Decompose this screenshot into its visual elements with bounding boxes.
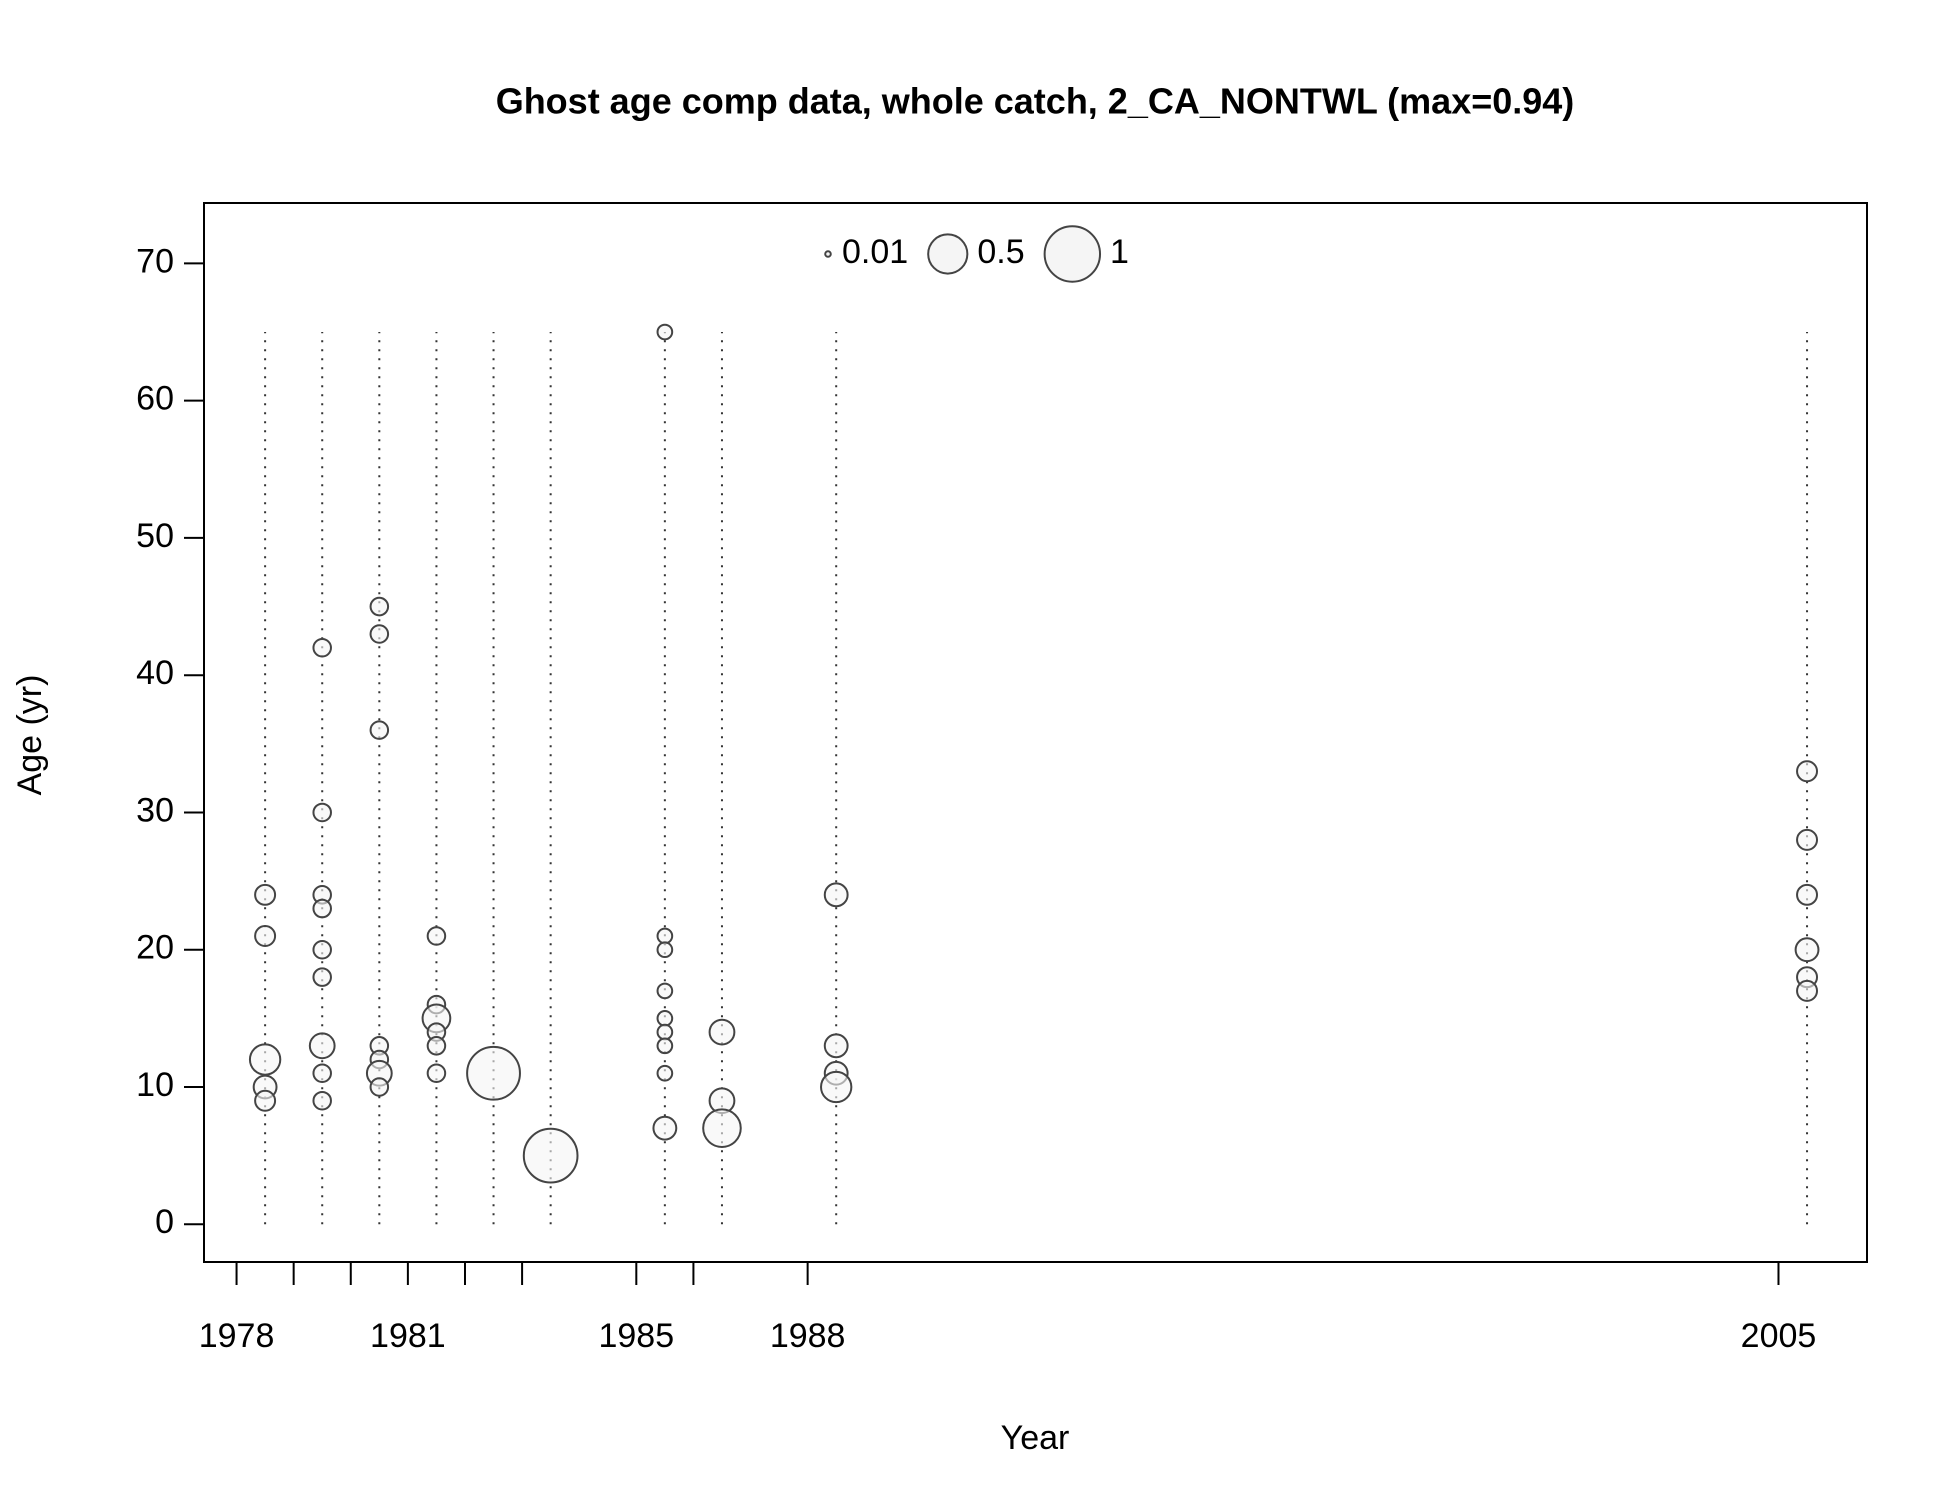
y-tick-label: 50 [136, 517, 174, 555]
legend-label: 1 [1110, 233, 1129, 271]
bubble [426, 1036, 447, 1056]
y-tick-label: 0 [155, 1203, 174, 1241]
chart-title: Ghost age comp data, whole catch, 2_CA_N… [496, 81, 1575, 122]
legend-label: 0.5 [977, 233, 1024, 271]
legend-bubble [927, 233, 969, 275]
bubble [1796, 979, 1819, 1002]
bubble [312, 967, 332, 987]
bubble [312, 1063, 332, 1084]
y-tick-label: 20 [136, 929, 174, 967]
bubble [1796, 760, 1819, 783]
bubble [522, 1127, 579, 1184]
bubble [312, 1090, 332, 1111]
bubble [312, 898, 332, 919]
y-tick-label: 60 [136, 380, 174, 418]
bubble [1796, 828, 1819, 851]
bubble [369, 720, 390, 740]
bubble [656, 1023, 674, 1041]
legend-bubble [1043, 225, 1102, 283]
bubble [1794, 937, 1820, 963]
bubble [254, 925, 277, 947]
bubble [308, 1032, 336, 1060]
bubble [312, 939, 332, 960]
bubble [1796, 883, 1819, 906]
x-tick-label: 2005 [1741, 1317, 1817, 1355]
bubble [656, 982, 674, 1000]
x-tick-label: 1988 [770, 1317, 846, 1355]
bubble [656, 1010, 674, 1027]
legend-label: 0.01 [842, 233, 908, 271]
bubble [254, 883, 277, 906]
legend-bubble [824, 250, 832, 258]
bubble [248, 1043, 282, 1076]
bubble [823, 882, 849, 908]
bubble [426, 1063, 447, 1084]
x-tick-label: 1981 [370, 1317, 446, 1355]
bubble [656, 927, 674, 945]
bubble [656, 1037, 674, 1055]
bubble [656, 323, 674, 341]
x-tick-label: 1985 [598, 1317, 674, 1355]
bubble [656, 941, 674, 959]
x-axis-label: Year [1001, 1419, 1070, 1457]
y-tick-label: 40 [136, 654, 174, 692]
bubble [823, 1033, 849, 1059]
y-tick-label: 30 [136, 791, 174, 829]
bubble [369, 1077, 390, 1097]
y-tick-label: 70 [136, 242, 174, 280]
bubble [369, 624, 390, 644]
y-axis-label: Age (yr) [11, 675, 49, 796]
bubble [652, 1115, 678, 1141]
bubble [656, 1064, 674, 1082]
bubble [820, 1070, 853, 1104]
bubble [312, 802, 332, 823]
bubble [702, 1108, 742, 1148]
bubble [466, 1045, 521, 1101]
bubble [708, 1018, 736, 1046]
bubble [312, 637, 332, 658]
y-tick-label: 10 [136, 1066, 174, 1104]
plot-frame [203, 202, 1868, 1263]
bubble [426, 926, 447, 946]
bubble [254, 1089, 277, 1112]
x-tick-label: 1978 [199, 1317, 275, 1355]
bubble [369, 596, 390, 617]
